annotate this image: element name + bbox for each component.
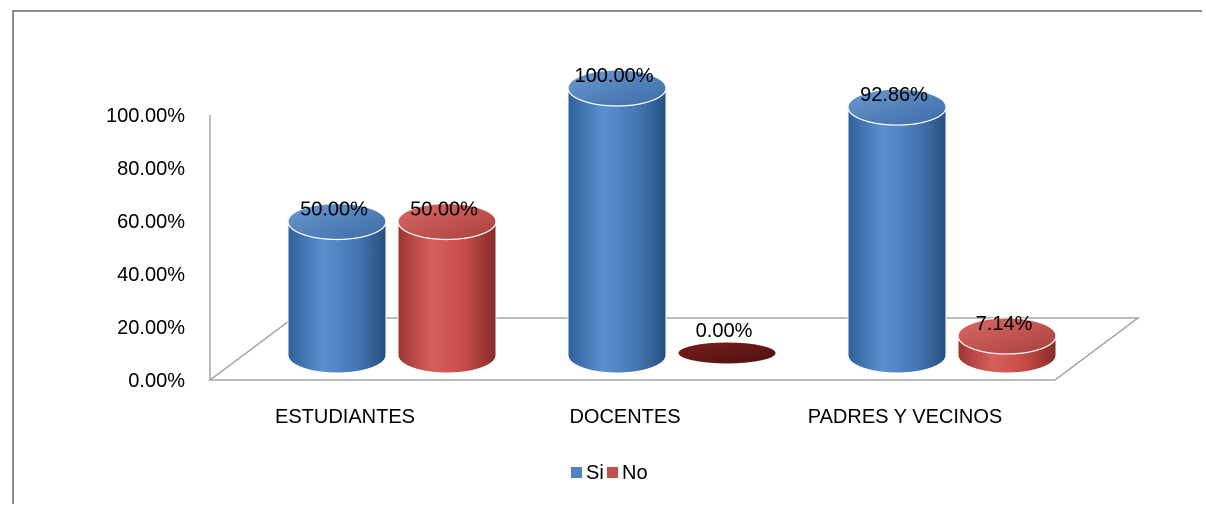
y-tick-label: 60.00% [117,211,185,233]
bars-group [287,69,1057,374]
bar-no-1 [677,341,777,365]
data-label: 50.00% [410,199,478,221]
data-labels-group: 50.00% 100.00% 92.86% 50.00% 0.00% 7.14% [300,65,1032,342]
data-label: 92.86% [860,84,928,106]
category-label: ESTUDIANTES [275,406,415,428]
bar-no-2 [957,317,1057,374]
legend-label: Si [586,462,604,484]
data-label: 0.00% [696,320,753,342]
bar-no-0 [397,202,497,374]
y-tick-label: 20.00% [117,317,185,339]
legend-label: No [622,462,648,484]
y-axis-ticks: 0.00% 20.00% 40.00% 60.00% 80.00% 100.00% [106,105,185,392]
legend-swatch [607,467,618,478]
category-labels-group: ESTUDIANTES DOCENTES PADRES Y VECINOS [275,406,1002,428]
chart-frame [12,10,1202,504]
y-tick-label: 80.00% [117,158,185,180]
y-tick-label: 100.00% [106,105,185,127]
bar-si-1 [567,69,667,374]
bar-si-0 [287,202,387,374]
data-label: 7.14% [976,313,1033,335]
y-tick-label: 40.00% [117,264,185,286]
data-label: 100.00% [575,65,654,87]
bar-si-2 [847,88,947,374]
y-tick-label: 0.00% [128,370,185,392]
legend-swatch [571,467,582,478]
legend: Si No [571,462,648,484]
category-label: DOCENTES [569,406,680,428]
data-label: 50.00% [300,199,368,221]
category-label: PADRES Y VECINOS [808,406,1003,428]
